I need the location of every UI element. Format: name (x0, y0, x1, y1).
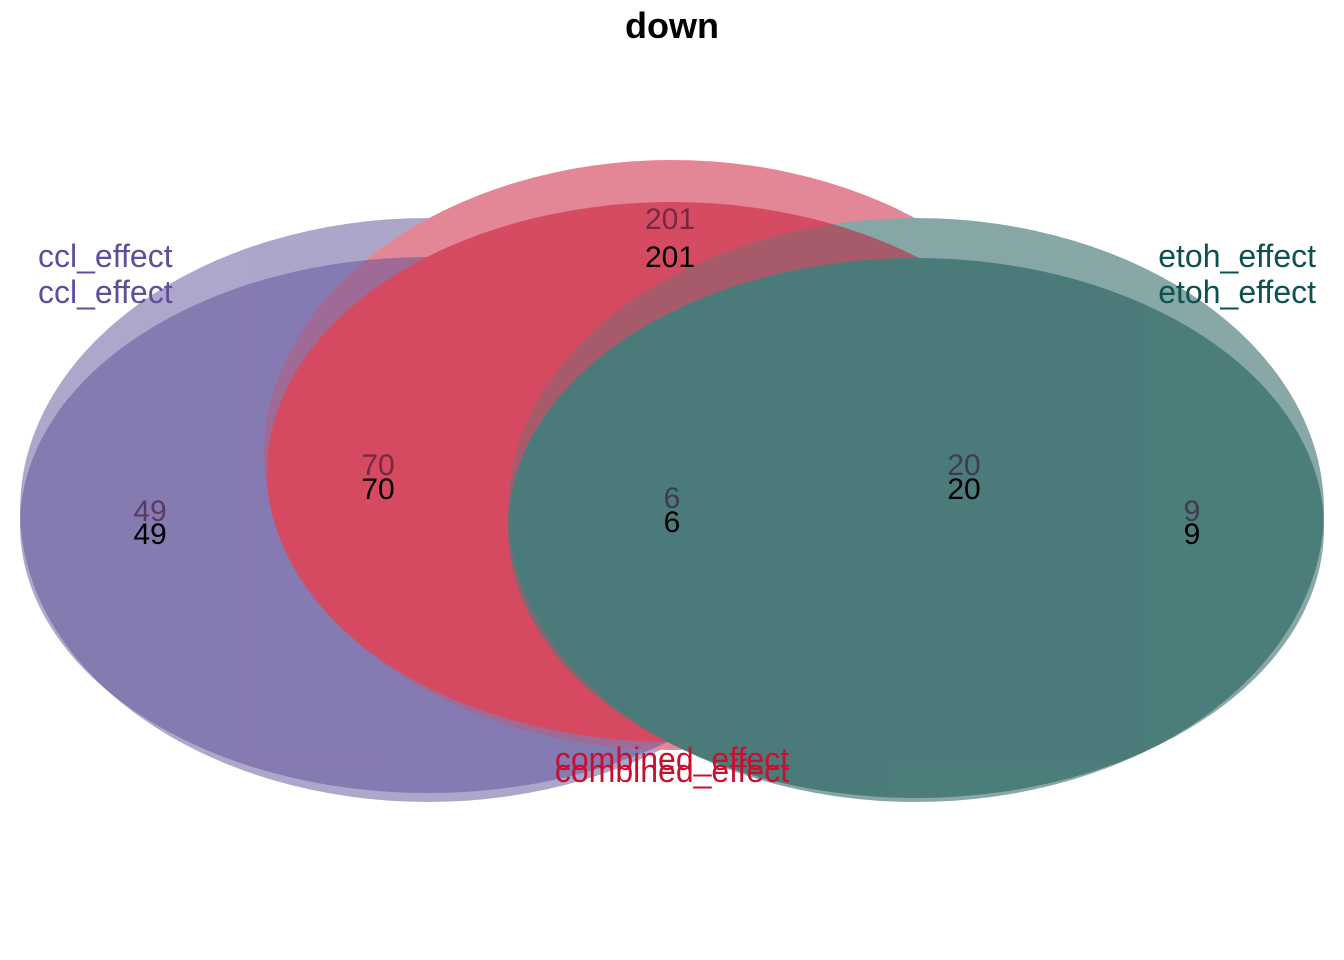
count-etoh-only-back: 9 (1184, 495, 1201, 528)
count-combined-etoh-back: 20 (947, 449, 980, 482)
venn-layer-front (20, 202, 1324, 798)
count-ccl-only-front: 49 (133, 518, 166, 551)
count-all-three-front: 6 (664, 506, 681, 539)
count-ccl-combined-back: 70 (361, 449, 394, 482)
count-combined-only-front: 201 (645, 241, 695, 274)
set-label-combined-back: combined_effect (555, 741, 789, 777)
count-all-three-back: 6 (664, 482, 681, 515)
set-label-etoh-front: etoh_effect (1158, 274, 1316, 310)
count-ccl-combined-front: 70 (361, 473, 394, 506)
count-labels-front: 49 201 9 70 20 6 (133, 241, 1200, 551)
set-label-ccl-back: ccl_effect (38, 238, 173, 274)
count-ccl-only-back: 49 (133, 495, 166, 528)
etoh-effect-ellipse-front (508, 258, 1324, 798)
set-label-etoh-back: etoh_effect (1158, 238, 1316, 274)
count-combined-only-back: 201 (645, 203, 695, 236)
set-label-ccl-front: ccl_effect (38, 274, 173, 310)
count-labels-back: 49 201 9 70 20 6 (133, 203, 1200, 528)
set-label-combined-front: combined_effect (555, 753, 789, 789)
count-etoh-only-front: 9 (1184, 518, 1201, 551)
diagram-title: down (625, 5, 719, 46)
count-combined-etoh-front: 20 (947, 473, 980, 506)
